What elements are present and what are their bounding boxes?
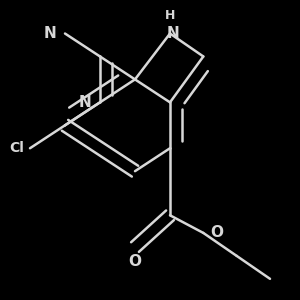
Text: Cl: Cl <box>9 141 24 155</box>
Text: N: N <box>79 95 92 110</box>
Text: O: O <box>128 254 142 269</box>
Text: O: O <box>210 225 223 240</box>
Text: H: H <box>165 9 175 22</box>
Text: N: N <box>44 26 56 41</box>
Text: N: N <box>167 26 180 41</box>
